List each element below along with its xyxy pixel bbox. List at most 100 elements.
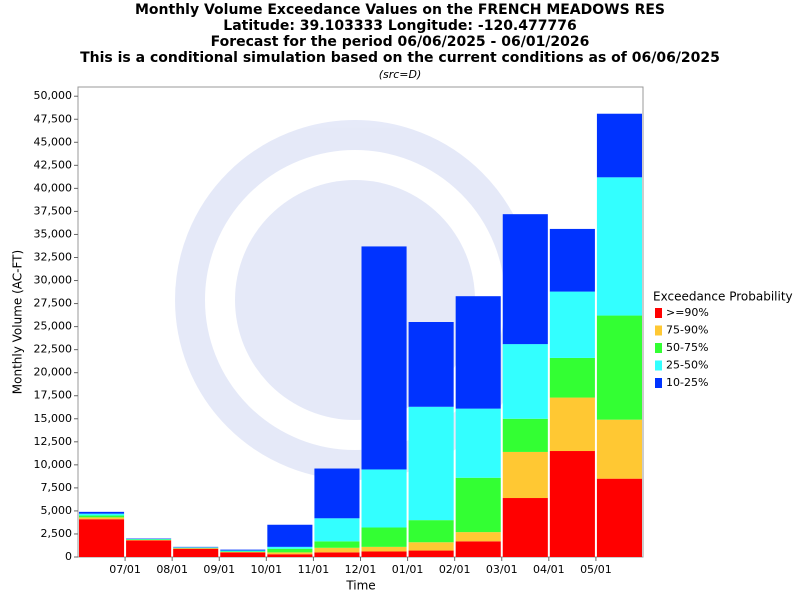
y-tick-label: 30,000 bbox=[34, 274, 73, 287]
bar-segment bbox=[455, 532, 501, 542]
bar-segment bbox=[314, 468, 360, 519]
x-tick-label: 10/01 bbox=[250, 563, 282, 576]
bar-segment bbox=[549, 397, 595, 452]
legend-label: 10-25% bbox=[666, 376, 708, 389]
x-tick-label: 01/01 bbox=[392, 563, 424, 576]
legend-swatch bbox=[655, 308, 662, 318]
y-tick-label: 10,000 bbox=[34, 458, 73, 471]
bar-segment bbox=[596, 315, 642, 420]
bar-segment bbox=[549, 451, 595, 557]
bar-segment bbox=[79, 515, 125, 518]
y-tick-label: 2,500 bbox=[41, 527, 73, 540]
x-tick-label: 12/01 bbox=[345, 563, 377, 576]
x-tick-label: 04/01 bbox=[533, 563, 565, 576]
bar-segment bbox=[502, 344, 548, 419]
chart-title: Monthly Volume Exceedance Values on the … bbox=[135, 2, 665, 18]
bar-segment bbox=[596, 419, 642, 479]
bar-segment bbox=[408, 542, 454, 551]
bar-segment bbox=[314, 547, 360, 553]
y-tick-label: 42,500 bbox=[34, 158, 73, 171]
subtitle: This is a conditional simulation based o… bbox=[80, 50, 720, 66]
bar-segment bbox=[549, 291, 595, 358]
x-axis-title: Time bbox=[345, 579, 375, 593]
legend-label: >=90% bbox=[666, 306, 709, 319]
y-tick-label: 5,000 bbox=[41, 504, 73, 517]
bar-segment bbox=[596, 177, 642, 316]
bar-segment bbox=[220, 550, 266, 552]
bar-segment bbox=[314, 518, 360, 542]
bar-segment bbox=[596, 113, 642, 178]
y-tick-label: 25,000 bbox=[34, 320, 73, 333]
y-tick-label: 50,000 bbox=[34, 89, 73, 102]
y-tick-label: 0 bbox=[65, 550, 72, 563]
subtitle: Latitude: 39.103333 Longitude: -120.4777… bbox=[223, 18, 576, 34]
legend-swatch bbox=[655, 378, 662, 388]
subtitle: Forecast for the period 06/06/2025 - 06/… bbox=[211, 34, 590, 50]
bar-segment bbox=[361, 551, 407, 557]
y-tick-label: 35,000 bbox=[34, 227, 73, 240]
y-tick-label: 17,500 bbox=[34, 389, 73, 402]
bar-segment bbox=[267, 524, 313, 547]
bar-segment bbox=[361, 469, 407, 528]
source-note: (src=D) bbox=[379, 68, 422, 81]
y-tick-label: 15,000 bbox=[34, 412, 73, 425]
bar-segment bbox=[267, 554, 313, 557]
bar-segment bbox=[502, 498, 548, 557]
bar-segment bbox=[549, 228, 595, 292]
x-tick-label: 08/01 bbox=[156, 563, 188, 576]
x-tick-label: 02/01 bbox=[439, 563, 471, 576]
bar-segment bbox=[267, 552, 313, 555]
y-tick-label: 7,500 bbox=[41, 481, 73, 494]
y-tick-label: 37,500 bbox=[34, 204, 73, 217]
x-tick-label: 07/01 bbox=[109, 563, 141, 576]
bar-segment bbox=[361, 546, 407, 552]
y-tick-label: 27,500 bbox=[34, 297, 73, 310]
bar-segment bbox=[314, 541, 360, 548]
bar-segment bbox=[126, 540, 172, 557]
legend-label: 50-75% bbox=[666, 341, 708, 354]
x-tick-label: 11/01 bbox=[298, 563, 330, 576]
bar-segment bbox=[455, 408, 501, 478]
y-axis-title: Monthly Volume (AC-FT) bbox=[11, 250, 25, 394]
x-tick-label: 03/01 bbox=[486, 563, 518, 576]
x-tick-label: 05/01 bbox=[580, 563, 612, 576]
x-tick-label: 09/01 bbox=[203, 563, 235, 576]
bar-segment bbox=[408, 322, 454, 407]
bar-segment bbox=[455, 541, 501, 557]
bar-segment bbox=[502, 214, 548, 345]
bar-segment bbox=[220, 549, 266, 551]
bar-segment bbox=[314, 552, 360, 557]
bar-segment bbox=[549, 357, 595, 398]
bar-segment bbox=[408, 406, 454, 521]
bar-segment bbox=[502, 451, 548, 499]
y-tick-label: 47,500 bbox=[34, 112, 73, 125]
bar-segment bbox=[502, 418, 548, 452]
bar-segment bbox=[455, 296, 501, 409]
bar-segment bbox=[596, 478, 642, 557]
bar-segment bbox=[267, 546, 313, 549]
legend-swatch bbox=[655, 325, 662, 336]
bar-segment bbox=[361, 246, 407, 470]
legend-title: Exceedance Probability bbox=[653, 290, 793, 304]
bar-segment bbox=[173, 548, 219, 557]
bar-segment bbox=[408, 520, 454, 543]
legend-label: 25-50% bbox=[666, 359, 708, 372]
bar-segment bbox=[408, 550, 454, 557]
bar-segment bbox=[361, 527, 407, 547]
legend-swatch bbox=[655, 343, 662, 353]
bar-segment bbox=[267, 548, 313, 553]
bar-segment bbox=[220, 552, 266, 557]
legend-label: 75-90% bbox=[666, 324, 708, 337]
legend-swatch bbox=[655, 360, 662, 371]
plot-area bbox=[77, 86, 644, 558]
y-tick-label: 45,000 bbox=[34, 135, 73, 148]
bar-segment bbox=[455, 477, 501, 533]
y-tick-label: 20,000 bbox=[34, 366, 73, 379]
y-tick-label: 22,500 bbox=[34, 343, 73, 356]
bar-segment bbox=[79, 511, 125, 514]
bar-segment bbox=[79, 517, 125, 520]
y-tick-label: 12,500 bbox=[34, 435, 73, 448]
y-tick-label: 40,000 bbox=[34, 181, 73, 194]
y-tick-label: 32,500 bbox=[34, 250, 73, 263]
